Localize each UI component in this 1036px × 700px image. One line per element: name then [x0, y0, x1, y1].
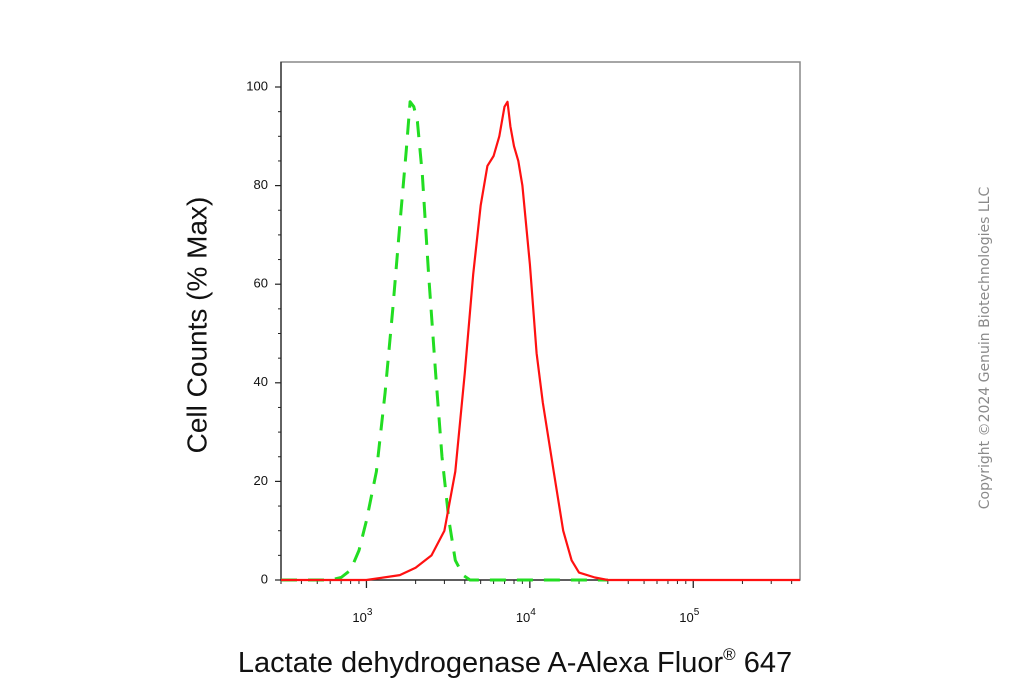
plot-frame	[280, 61, 801, 581]
y-tick-label: 20	[254, 473, 268, 488]
y-tick-label: 40	[254, 374, 268, 389]
y-tick-label: 60	[254, 276, 268, 291]
y-tick-label: 100	[246, 78, 268, 93]
x-axis-title: Lactate dehydrogenase A-Alexa Fluor® 647	[238, 645, 792, 679]
x-tick-label: 103	[352, 607, 372, 625]
series-layer	[281, 100, 800, 582]
x-axis-title-main: Lactate dehydrogenase A-Alexa Fluor	[238, 647, 724, 679]
x-axis-title-registered: ®	[723, 645, 736, 664]
series-dashed-green	[281, 100, 608, 582]
x-tick-label: 104	[516, 607, 536, 625]
y-axis-title: Cell Counts (% Max)	[181, 197, 212, 454]
y-tick-label: 0	[261, 571, 268, 586]
copyright-notice: Copyright ©2024 Genuin Biotechnologies L…	[977, 186, 993, 510]
x-axis-ticks: 103 104 105	[280, 580, 793, 625]
x-axis-title-suffix: 647	[736, 647, 792, 679]
series-solid-red	[281, 100, 800, 582]
y-tick-label: 80	[254, 177, 268, 192]
x-tick-label: 105	[679, 607, 699, 625]
y-axis-ticks: 0 20 40 60 80 100	[246, 78, 281, 586]
